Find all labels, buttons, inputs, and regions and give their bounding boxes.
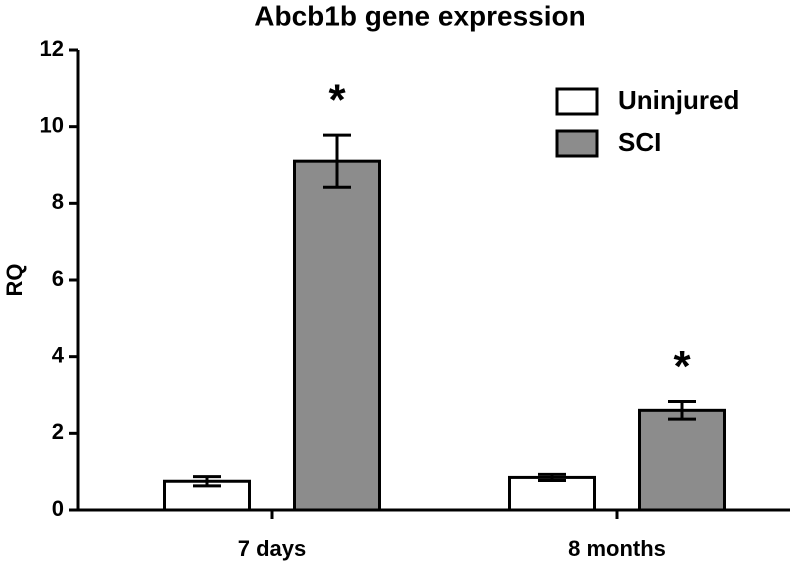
x-tick-label: 8 months xyxy=(568,536,666,561)
legend-label: SCI xyxy=(618,127,661,157)
significance-mark: * xyxy=(328,76,346,125)
y-tick-label: 2 xyxy=(52,419,64,444)
error-bar xyxy=(193,475,221,488)
bar xyxy=(508,475,596,512)
significance-mark: * xyxy=(673,342,691,391)
x-tick-label: 7 days xyxy=(238,536,307,561)
bar xyxy=(293,159,381,512)
y-tick-label: 6 xyxy=(52,266,64,291)
legend-swatch xyxy=(555,129,599,158)
legend-label: Uninjured xyxy=(618,85,739,115)
y-tick-label: 12 xyxy=(40,36,64,61)
bar xyxy=(638,408,726,512)
error-bar xyxy=(668,400,696,421)
error-bar xyxy=(323,133,351,189)
y-axis-label: RQ xyxy=(2,264,27,297)
chart-title: Abcb1b gene expression xyxy=(254,0,585,31)
y-tick-label: 8 xyxy=(52,189,64,214)
y-tick-label: 0 xyxy=(52,496,64,521)
y-tick-label: 4 xyxy=(52,342,65,367)
error-bar xyxy=(538,472,566,482)
y-tick-label: 10 xyxy=(40,112,64,137)
legend-swatch xyxy=(555,87,599,116)
